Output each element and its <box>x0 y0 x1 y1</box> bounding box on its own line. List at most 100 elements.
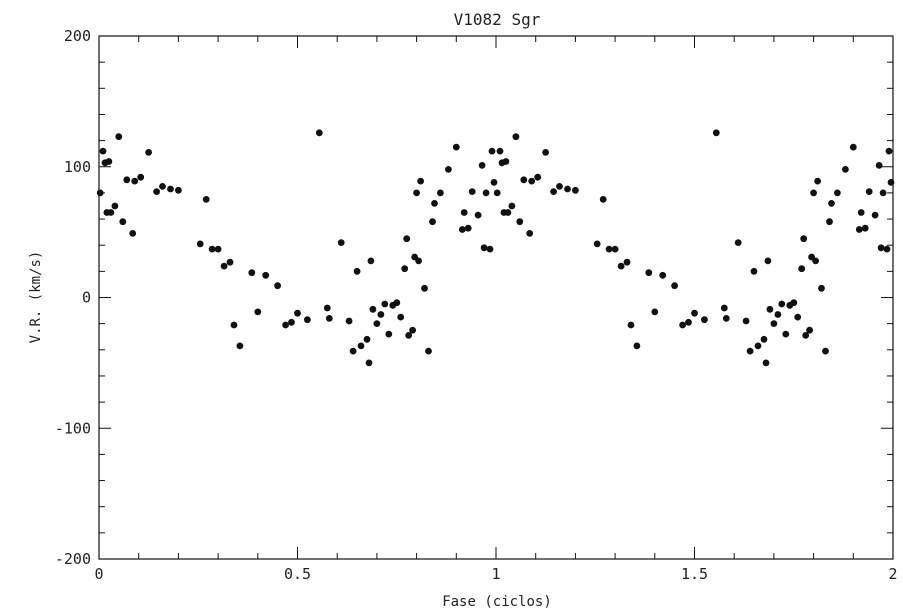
data-point <box>516 218 524 226</box>
data-point <box>861 224 869 232</box>
data-point <box>367 257 375 265</box>
data-point <box>288 318 295 326</box>
data-point <box>282 321 289 329</box>
data-point <box>357 342 365 350</box>
data-point <box>220 262 228 270</box>
data-point <box>493 189 501 197</box>
data-point <box>105 158 113 165</box>
data-point <box>617 262 625 270</box>
data-point <box>468 188 476 196</box>
data-point <box>828 200 835 207</box>
data-point <box>871 211 879 219</box>
chart-title: V1082 Sgr <box>454 10 541 29</box>
data-point <box>349 347 357 355</box>
data-point <box>464 224 472 232</box>
data-point <box>393 299 401 307</box>
data-point <box>425 347 432 355</box>
data-point <box>611 245 619 253</box>
data-point <box>248 269 256 277</box>
data-point <box>401 265 409 273</box>
data-point <box>814 177 821 185</box>
data-point <box>826 218 833 226</box>
data-point <box>202 196 210 203</box>
data-point <box>315 129 323 137</box>
data-point <box>599 196 607 203</box>
data-point <box>798 265 806 273</box>
data-point <box>542 149 549 156</box>
data-point <box>623 258 631 266</box>
data-point <box>153 188 161 196</box>
data-point <box>770 320 778 327</box>
data-point <box>254 308 262 316</box>
data-point <box>409 326 416 334</box>
data-point <box>294 309 301 317</box>
data-point <box>645 269 653 277</box>
data-point <box>304 316 311 324</box>
data-point <box>875 162 883 169</box>
data-point <box>834 189 841 197</box>
data-point <box>369 305 377 313</box>
y-axis-ticks: -200 -100 0 100 200 <box>55 27 893 568</box>
data-point <box>226 258 234 266</box>
data-point <box>627 321 635 329</box>
data-point <box>762 359 770 367</box>
data-point <box>405 332 413 339</box>
data-point <box>445 166 452 173</box>
data-point <box>812 257 819 265</box>
y-tick-label: 0 <box>82 289 91 307</box>
data-point <box>842 166 849 173</box>
data-point <box>810 189 817 197</box>
data-point <box>701 316 708 324</box>
data-point <box>734 239 742 247</box>
data-point <box>323 304 331 312</box>
data-point <box>528 177 536 185</box>
data-point <box>353 267 361 275</box>
data-point <box>137 173 145 181</box>
y-tick-label: 100 <box>64 158 91 176</box>
plot-frame <box>98 35 894 560</box>
data-point <box>474 211 482 219</box>
data-point <box>778 300 786 308</box>
data-point <box>337 239 345 247</box>
data-point <box>806 326 813 334</box>
data-point <box>437 189 444 197</box>
data-point <box>790 299 798 307</box>
data-point <box>196 240 204 248</box>
data-point <box>885 147 893 155</box>
data-point <box>262 271 270 279</box>
data-point <box>550 188 557 196</box>
data-point <box>377 311 385 318</box>
data-point <box>413 189 420 197</box>
data-point <box>123 176 131 184</box>
data-point <box>520 176 528 184</box>
data-point <box>115 133 123 141</box>
y-tick-label: -200 <box>55 550 91 568</box>
data-point <box>651 308 659 316</box>
data-point <box>879 189 887 197</box>
data-point <box>131 177 139 185</box>
data-point <box>119 218 127 226</box>
data-point <box>175 186 182 194</box>
data-point <box>429 218 436 226</box>
data-point <box>363 335 371 343</box>
data-point <box>490 179 498 186</box>
data-point <box>822 347 829 355</box>
data-point <box>877 244 885 252</box>
data-point <box>855 226 863 233</box>
data-point <box>397 313 405 321</box>
data-point <box>746 347 754 355</box>
data-point <box>722 315 730 322</box>
data-point <box>496 147 504 155</box>
data-point <box>794 313 802 321</box>
data-point <box>417 177 424 185</box>
data-point <box>750 267 758 275</box>
data-point <box>883 245 891 253</box>
x-tick-label: 1 <box>491 565 500 583</box>
data-point <box>107 209 115 216</box>
data-point <box>742 317 750 325</box>
data-point <box>766 305 774 313</box>
data-point <box>691 309 698 317</box>
data-point <box>593 240 601 248</box>
data-point <box>802 332 810 339</box>
